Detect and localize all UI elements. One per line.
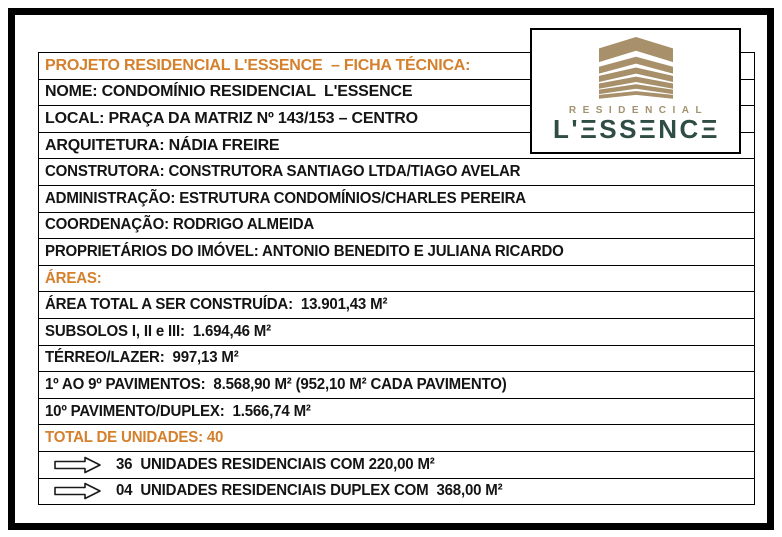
row-text: ARQUITETURA: NÁDIA FREIRE [45,136,280,154]
row-unidades-residenciais: 36 UNIDADES RESIDENCIAIS COM 220,00 M² [39,452,754,479]
row-administracao: ADMINISTRAÇÃO: ESTRUTURA CONDOMÍNIOS/CHA… [39,186,754,213]
row-coordenacao: COORDENAÇÃO: RODRIGO ALMEIDA [39,213,754,240]
right-arrow-icon [54,482,101,500]
row-text: ADMINISTRAÇÃO: ESTRUTURA CONDOMÍNIOS/CHA… [45,189,526,207]
row-text: CONSTRUTORA: CONSTRUTORA SANTIAGO LTDA/T… [45,163,521,181]
row-terreo-lazer: TÉRREO/LAZER: 997,13 M² [39,346,754,373]
row-text: COORDENAÇÃO: RODRIGO ALMEIDA [45,216,315,234]
row-projeto-title: PROJETO RESIDENCIAL L'ESSENCE – FICHA TÉ… [39,53,754,80]
row-text: 10º PAVIMENTO/DUPLEX: 1.566,74 M² [45,402,311,420]
row-pavimento-10-duplex: 10º PAVIMENTO/DUPLEX: 1.566,74 M² [39,399,754,426]
row-text: PROJETO RESIDENCIAL L'ESSENCE – FICHA TÉ… [45,56,471,74]
row-text: 36 UNIDADES RESIDENCIAIS COM 220,00 M² [116,455,435,473]
row-local: LOCAL: PRAÇA DA MATRIZ Nº 143/153 – CENT… [39,106,754,133]
row-text: ÁREAS: [45,269,102,287]
row-area-total: ÁREA TOTAL A SER CONSTRUÍDA: 13.901,43 M… [39,292,754,319]
row-text: LOCAL: PRAÇA DA MATRIZ Nº 143/153 – CENT… [45,109,418,127]
row-nome: NOME: CONDOMÍNIO RESIDENCIAL L'ESSENCE [39,80,754,107]
row-text: NOME: CONDOMÍNIO RESIDENCIAL L'ESSENCE [45,83,413,101]
row-text: 04 UNIDADES RESIDENCIAIS DUPLEX COM 368,… [116,482,503,500]
logo-card: RESIDENCIAL L'ΞSSΞNCΞ [530,28,741,154]
logo-wordmark: L'ΞSSΞNCΞ [553,114,720,144]
row-subsolos: SUBSOLOS I, II e III: 1.694,46 M² [39,319,754,346]
ficha-table: PROJETO RESIDENCIAL L'ESSENCE – FICHA TÉ… [38,52,755,505]
right-arrow-icon [54,456,101,474]
row-proprietarios: PROPRIETÁRIOS DO IMÓVEL: ANTONIO BENEDIT… [39,239,754,266]
logo-residencial-label: RESIDENCIAL [568,105,709,116]
row-construtora: CONSTRUTORA: CONSTRUTORA SANTIAGO LTDA/T… [39,159,754,186]
row-text: PROPRIETÁRIOS DO IMÓVEL: ANTONIO BENEDIT… [45,242,564,260]
row-total-unidades: TOTAL DE UNIDADES: 40 [39,425,754,452]
row-text: ÁREA TOTAL A SER CONSTRUÍDA: 13.901,43 M… [45,296,388,314]
row-text: TOTAL DE UNIDADES: 40 [45,429,224,447]
outer-frame [8,8,774,530]
row-unidades-duplex: 04 UNIDADES RESIDENCIAIS DUPLEX COM 368,… [39,479,754,505]
row-areas-header: ÁREAS: [39,266,754,293]
row-text: 1º AO 9º PAVIMENTOS: 8.568,90 M² (952,10… [45,375,507,393]
building-icon [598,37,673,99]
row-text: SUBSOLOS I, II e III: 1.694,46 M² [45,322,271,340]
row-pavimentos-1-9: 1º AO 9º PAVIMENTOS: 8.568,90 M² (952,10… [39,372,754,399]
row-arquitetura: ARQUITETURA: NÁDIA FREIRE [39,133,754,160]
row-text: TÉRREO/LAZER: 997,13 M² [45,349,239,367]
